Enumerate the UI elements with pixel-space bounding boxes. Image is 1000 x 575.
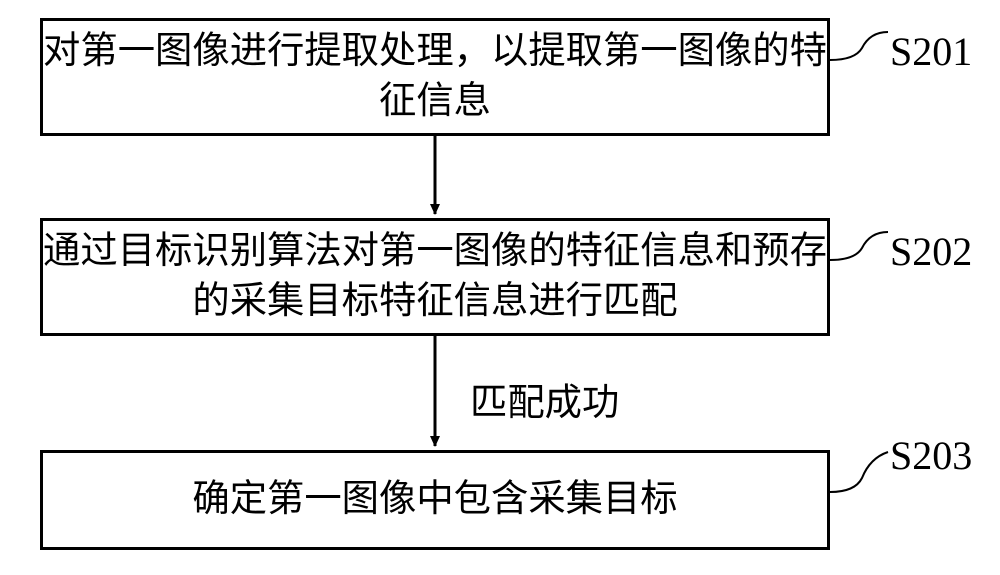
flow-step-text: 确定第一图像中包含采集目标 bbox=[192, 475, 677, 525]
label-connector-s203 bbox=[830, 452, 888, 492]
flow-step-text: 通过目标识别算法对第一图像的特征信息和预存的采集目标特征信息进行匹配 bbox=[43, 227, 827, 328]
flow-step-s203: 确定第一图像中包含采集目标 bbox=[40, 450, 830, 550]
flow-step-text: 对第一图像进行提取处理，以提取第一图像的特征信息 bbox=[43, 27, 827, 128]
label-connector-s202 bbox=[830, 232, 888, 260]
flowchart-canvas: 对第一图像进行提取处理，以提取第一图像的特征信息 S201 通过目标识别算法对第… bbox=[0, 0, 1000, 575]
label-connector-s201 bbox=[830, 32, 888, 60]
flow-step-label-s201: S201 bbox=[890, 28, 972, 75]
flow-step-s202: 通过目标识别算法对第一图像的特征信息和预存的采集目标特征信息进行匹配 bbox=[40, 218, 830, 336]
flow-step-label-s203: S203 bbox=[890, 432, 972, 479]
flow-step-label-s202: S202 bbox=[890, 228, 972, 275]
flow-edge-label-match-success: 匹配成功 bbox=[470, 372, 619, 426]
flow-step-s201: 对第一图像进行提取处理，以提取第一图像的特征信息 bbox=[40, 18, 830, 136]
